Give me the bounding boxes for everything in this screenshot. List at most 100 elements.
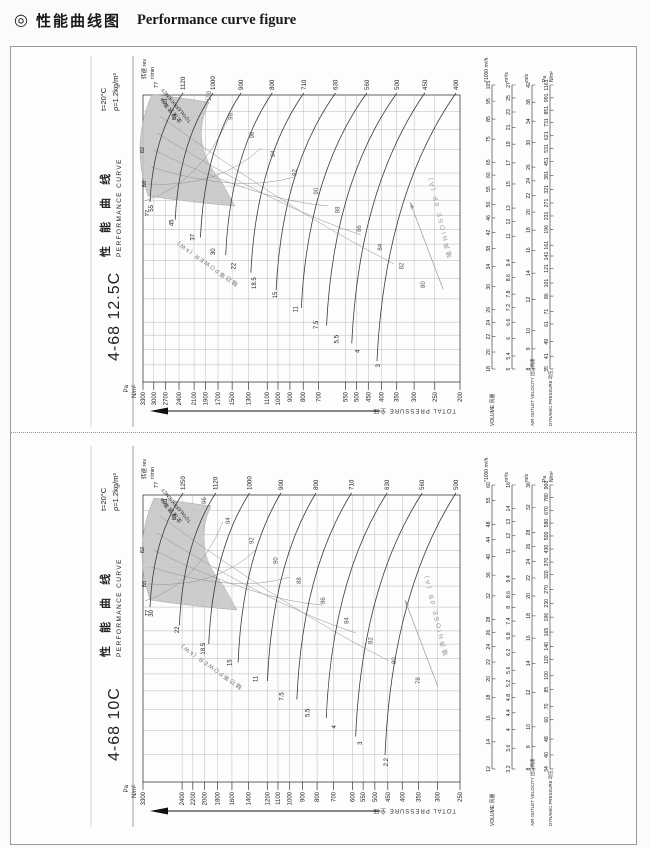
svg-text:80: 80: [392, 657, 398, 664]
svg-text:18: 18: [486, 366, 492, 372]
shaft-power-label: 轴功率POWER (kW): [178, 642, 244, 691]
svg-text:22: 22: [526, 575, 532, 581]
rpm-curves: 1250 1120 1000 900 800 710 630 560 500 转速 rev r/mi…: [140, 459, 460, 756]
svg-text:26: 26: [526, 543, 532, 549]
svg-text:3300: 3300: [141, 791, 147, 805]
svg-text:94: 94: [226, 517, 232, 524]
svg-text:40: 40: [486, 554, 492, 560]
svg-text:80: 80: [142, 581, 148, 587]
frame: [90, 56, 134, 427]
svg-text:90: 90: [314, 187, 320, 194]
svg-text:18: 18: [486, 694, 492, 700]
svg-text:800: 800: [301, 391, 307, 402]
page-title-en: Performance curve figure: [136, 12, 297, 28]
svg-text:VOLUME 风量: VOLUME 风量: [489, 793, 496, 826]
frame: [90, 446, 134, 827]
svg-text:AIR OUTLET VELOCITY 出口风速: AIR OUTLET VELOCITY 出口风速: [529, 358, 536, 426]
svg-text:84: 84: [378, 243, 384, 250]
svg-text:6.2: 6.2: [506, 649, 512, 656]
svg-text:800: 800: [269, 79, 276, 90]
svg-text:94: 94: [271, 150, 277, 157]
svg-text:Pa: Pa: [124, 784, 130, 792]
svg-text:1000: 1000: [276, 391, 282, 405]
svg-text:60: 60: [486, 482, 492, 488]
svg-text:71: 71: [544, 309, 550, 315]
svg-text:900: 900: [301, 791, 307, 802]
svg-text:AIR OUTLET VELOCITY 出口风速: AIR OUTLET VELOCITY 出口风速: [529, 758, 536, 826]
svg-text:Pa: Pa: [124, 384, 130, 392]
svg-text:11: 11: [506, 233, 512, 238]
svg-text:48: 48: [544, 736, 550, 742]
svg-text:1500: 1500: [230, 391, 236, 405]
svg-text:55: 55: [149, 204, 155, 211]
page-title: ◎ 性能曲线图 Performance curve figure: [14, 10, 296, 31]
svg-text:60: 60: [486, 172, 492, 178]
svg-text:710: 710: [349, 479, 356, 490]
svg-text:77: 77: [145, 210, 151, 216]
scale-row: 18 20 22 24 26 30 34 38 42 46 50 55 60 65 75 85 95 105 VOL…: [484, 57, 496, 426]
svg-text:24: 24: [526, 178, 532, 184]
svg-text:381: 381: [544, 171, 550, 180]
svg-text:m³/s: m³/s: [504, 472, 510, 482]
svg-text:14: 14: [486, 739, 492, 745]
svg-text:450: 450: [422, 79, 429, 90]
svg-text:7.8: 7.8: [506, 290, 512, 297]
svg-text:性 能 曲 线: 性 能 曲 线: [98, 569, 112, 657]
svg-text:96: 96: [202, 497, 208, 504]
svg-text:630: 630: [333, 79, 340, 90]
svg-text:m/s: m/s: [524, 473, 530, 482]
svg-text:34: 34: [486, 264, 492, 270]
svg-text:34: 34: [544, 766, 550, 772]
svg-text:560: 560: [364, 79, 371, 90]
svg-text:34: 34: [526, 118, 532, 124]
svg-text:61: 61: [544, 321, 550, 327]
svg-text:86: 86: [357, 225, 363, 232]
svg-text:46: 46: [486, 215, 492, 221]
svg-text:22: 22: [486, 334, 492, 340]
svg-text:23: 23: [506, 109, 512, 115]
svg-text:3000: 3000: [152, 391, 158, 405]
svg-text:40: 40: [544, 752, 550, 758]
svg-text:PERFORMANCE CURVE: PERFORMANCE CURVE: [116, 158, 123, 257]
svg-text:Pa: Pa: [542, 76, 548, 82]
scale-row: 35 41 49 61 71 86 101 121 141 161 196 231 271 321 381 4…: [542, 71, 555, 426]
svg-text:92: 92: [293, 168, 299, 175]
svg-text:N/m²: N/m²: [132, 785, 138, 798]
chart-svg-12-5C: 4-68 12.5C 性 能 曲 线 PERFORMANCE CURVE t=20°C…: [90, 56, 555, 427]
svg-text:65: 65: [486, 159, 492, 165]
svg-text:900: 900: [544, 481, 550, 490]
svg-text:15: 15: [506, 181, 512, 187]
svg-text:270: 270: [544, 585, 550, 594]
svg-text:450: 450: [386, 791, 392, 802]
svg-text:32: 32: [486, 593, 492, 599]
chart-title-block: 4-68 10C 性 能 曲 线 PERFORMANCE CURVE t=20°C ρ=…: [98, 473, 123, 761]
svg-text:81: 81: [163, 498, 169, 504]
shaft-power-label: 轴功率POWER (kW): [174, 239, 240, 288]
svg-text:7.5: 7.5: [280, 692, 286, 701]
svg-text:27: 27: [506, 82, 512, 88]
svg-text:16: 16: [486, 715, 492, 721]
svg-text:85: 85: [544, 687, 550, 693]
svg-text:88: 88: [335, 206, 341, 213]
svg-text:6.8: 6.8: [506, 632, 512, 639]
svg-text:14: 14: [526, 270, 532, 276]
svg-text:20: 20: [486, 349, 492, 355]
svg-text:82: 82: [140, 147, 146, 153]
svg-text:TOTAL PRESSURE 全压: TOTAL PRESSURE 全压: [372, 807, 456, 815]
svg-text:DYNAMIC PRESSURE 动压: DYNAMIC PRESSURE 动压: [547, 770, 554, 826]
svg-text:7.5: 7.5: [314, 320, 320, 329]
svg-text:12: 12: [506, 533, 512, 539]
svg-text:42: 42: [526, 82, 532, 88]
svg-text:*1000 m³/h: *1000 m³/h: [484, 457, 490, 482]
svg-text:141: 141: [544, 252, 550, 261]
svg-text:82: 82: [140, 547, 146, 553]
total-pressure-label: TOTAL PRESSURE 全压: [372, 407, 456, 415]
efficiency-contours: [144, 115, 395, 265]
svg-text:30: 30: [486, 284, 492, 290]
svg-text:13: 13: [506, 519, 512, 525]
svg-text:86: 86: [544, 293, 550, 299]
svg-text:271: 271: [544, 199, 550, 208]
efficiency-contours: [144, 515, 390, 662]
svg-text:60: 60: [544, 717, 550, 723]
svg-text:98: 98: [228, 112, 234, 119]
